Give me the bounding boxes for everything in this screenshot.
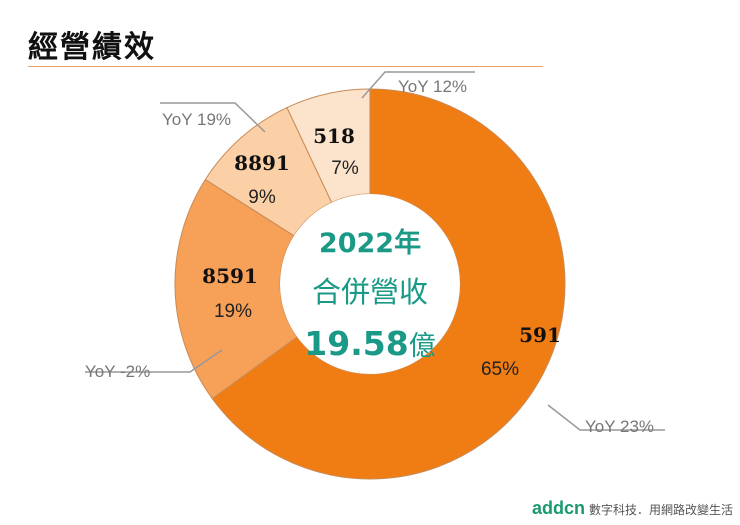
slice-percent: 19% [214, 301, 252, 322]
slice-label: 518 [313, 124, 355, 148]
slice-label: 591 [519, 323, 561, 347]
leader-line [361, 71, 475, 99]
slice-percent: 65% [481, 359, 519, 380]
page-title: 經營績效 [28, 30, 156, 65]
center-total: 19.58億 [304, 324, 435, 363]
yoy-label: YoY -2% [85, 362, 150, 381]
center-total-value: 19.58 [304, 324, 408, 363]
slice-percent: 9% [248, 187, 276, 208]
center-label: 合併營收 [312, 275, 428, 309]
donut-hole [280, 194, 460, 374]
center-total-unit: 億 [409, 331, 436, 362]
leader-line [85, 349, 223, 373]
slice-label: 8591 [202, 264, 258, 288]
footer-tagline: 數字科技．用網路改變生活 [589, 503, 734, 517]
yoy-label: YoY 23% [585, 417, 654, 436]
brand-logo: addcn [532, 498, 586, 518]
title-divider [28, 66, 543, 67]
slice-label: 8891 [234, 151, 290, 175]
yoy-label: YoY 12% [398, 77, 467, 96]
leader-line [547, 404, 665, 431]
center-year: 2022年 [319, 227, 421, 259]
yoy-label: YoY 19% [162, 110, 231, 129]
footer: addcn 數字科技．用網路改變生活 [532, 498, 733, 519]
slice-percent: 7% [331, 158, 359, 179]
leader-line [160, 102, 266, 133]
